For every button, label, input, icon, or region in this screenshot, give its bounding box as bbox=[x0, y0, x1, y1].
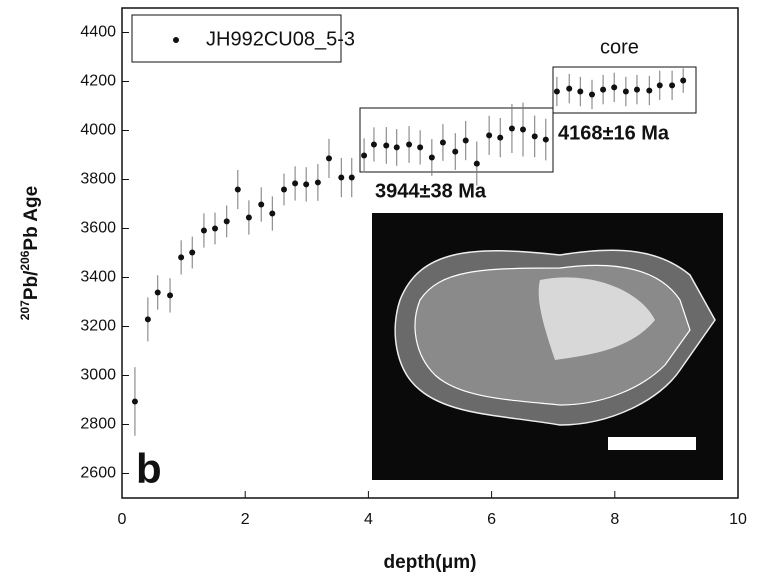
data-point bbox=[189, 249, 196, 256]
data-point bbox=[542, 136, 549, 143]
x-tick-label: 10 bbox=[729, 511, 747, 528]
y-tick-label: 2800 bbox=[80, 416, 116, 433]
data-point bbox=[473, 160, 480, 167]
y-tick-label: 3400 bbox=[80, 269, 116, 286]
data-point bbox=[200, 227, 207, 234]
data-point bbox=[646, 87, 653, 94]
data-point bbox=[520, 126, 527, 133]
data-point bbox=[633, 86, 640, 93]
data-point bbox=[428, 154, 435, 161]
data-point bbox=[292, 180, 299, 187]
data-point bbox=[348, 174, 355, 181]
legend-label: JH992CU08_5-3 bbox=[206, 28, 355, 50]
range-box bbox=[359, 107, 554, 173]
data-point bbox=[178, 254, 185, 261]
data-point bbox=[223, 218, 230, 225]
data-point bbox=[669, 82, 676, 89]
data-point bbox=[462, 137, 469, 144]
y-tick-label: 3600 bbox=[80, 220, 116, 237]
panel-label: b bbox=[136, 445, 162, 492]
legend-marker bbox=[173, 37, 179, 43]
data-point bbox=[680, 77, 687, 84]
data-point bbox=[656, 82, 663, 89]
data-point bbox=[325, 155, 332, 162]
data-point bbox=[531, 133, 538, 140]
x-tick-label: 4 bbox=[364, 511, 373, 528]
data-point bbox=[303, 181, 310, 188]
data-point bbox=[589, 91, 596, 98]
bright-zone bbox=[538, 277, 655, 360]
data-point bbox=[338, 174, 345, 181]
y-tick-label: 3000 bbox=[80, 367, 116, 384]
data-point bbox=[417, 144, 424, 151]
x-tick-label: 0 bbox=[118, 511, 127, 528]
data-point bbox=[383, 142, 390, 149]
data-point bbox=[611, 84, 618, 91]
annotation: 4168±16 Ma bbox=[558, 122, 670, 144]
annotation: 3944±38 Ma bbox=[375, 180, 487, 202]
data-point bbox=[361, 152, 368, 159]
plot-frame bbox=[121, 7, 739, 499]
data-point bbox=[486, 132, 493, 139]
y-label-sup: 207 bbox=[18, 300, 32, 320]
y-axis-label: 207Pb/206Pb Age bbox=[18, 186, 42, 320]
data-point bbox=[314, 179, 321, 186]
inset-image bbox=[372, 213, 723, 480]
data-point bbox=[497, 134, 504, 141]
y-tick-label: 4400 bbox=[80, 24, 116, 41]
data-point bbox=[406, 141, 413, 148]
data-point bbox=[154, 289, 161, 296]
data-point bbox=[508, 125, 515, 132]
data-point bbox=[258, 201, 265, 208]
data-point bbox=[144, 316, 151, 323]
x-axis-label: depth(μm) bbox=[384, 552, 477, 573]
data-point bbox=[234, 186, 241, 193]
x-tick-label: 8 bbox=[610, 511, 619, 528]
data-point bbox=[281, 186, 288, 193]
y-label-sup: 206 bbox=[18, 250, 32, 270]
x-tick-label: 6 bbox=[487, 511, 496, 528]
y-tick-label: 4200 bbox=[80, 73, 116, 90]
data-point bbox=[577, 88, 584, 95]
data-point bbox=[452, 148, 459, 155]
y-tick-label: 4000 bbox=[80, 122, 116, 139]
y-tick-label: 3200 bbox=[80, 318, 116, 335]
data-point bbox=[269, 210, 276, 217]
data-point bbox=[370, 141, 377, 148]
data-point bbox=[167, 292, 174, 299]
y-tick-label: 2600 bbox=[80, 465, 116, 482]
data-point bbox=[566, 85, 573, 92]
y-label-part: Pb Age bbox=[21, 186, 42, 251]
data-point bbox=[622, 88, 629, 95]
data-point bbox=[439, 139, 446, 146]
data-point bbox=[600, 86, 607, 93]
scale-bar bbox=[608, 437, 696, 450]
annotation: core bbox=[600, 36, 639, 58]
data-point bbox=[131, 398, 138, 405]
y-tick-label: 3800 bbox=[80, 171, 116, 188]
legend-box bbox=[131, 14, 342, 63]
data-point bbox=[212, 225, 219, 232]
data-point bbox=[245, 214, 252, 221]
x-tick-label: 2 bbox=[241, 511, 250, 528]
y-label-part: Pb/ bbox=[21, 270, 42, 300]
data-point bbox=[553, 88, 560, 95]
data-point bbox=[393, 144, 400, 151]
range-box bbox=[552, 66, 697, 114]
